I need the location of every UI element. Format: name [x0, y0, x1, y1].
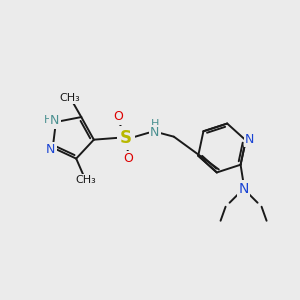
Text: CH₃: CH₃	[75, 175, 96, 185]
Text: N: N	[150, 126, 160, 139]
Text: O: O	[123, 152, 133, 165]
Text: O: O	[113, 110, 123, 123]
Text: H: H	[151, 119, 159, 129]
Text: N: N	[245, 133, 254, 146]
Text: N: N	[50, 115, 60, 128]
Text: S: S	[120, 129, 132, 147]
Text: N: N	[46, 143, 56, 156]
Text: H: H	[44, 115, 52, 125]
Text: CH₃: CH₃	[59, 93, 80, 103]
Text: N: N	[238, 182, 249, 196]
